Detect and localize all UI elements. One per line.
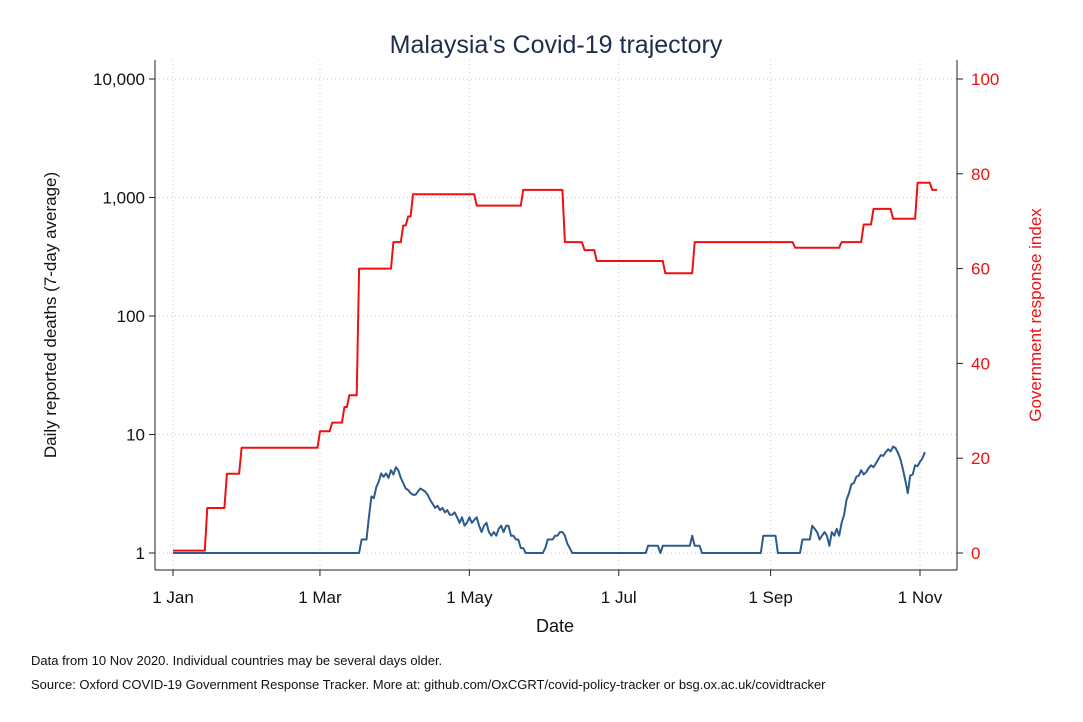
y-left-tick-label: 1,000 (102, 189, 145, 208)
y-right-tick-label: 20 (971, 449, 990, 468)
data-date-note: Data from 10 Nov 2020. Individual countr… (31, 653, 443, 668)
x-tick-label: 1 Mar (298, 588, 342, 607)
x-tick-label: 1 Nov (898, 588, 943, 607)
y-left-tick-label: 10 (126, 426, 145, 445)
y-left-tick-label: 100 (117, 307, 145, 326)
axes: 1 10 100 1,000 10,000 0 20 40 60 80 100 1 Jan 1 Mar 1… (93, 60, 999, 607)
x-tick-label: 1 Sep (748, 588, 792, 607)
source-note: Source: Oxford COVID-19 Government Respo… (31, 677, 826, 692)
y-right-tick-label: 0 (971, 544, 980, 563)
y-right-tick-label: 100 (971, 70, 999, 89)
chart-title: Malaysia's Covid-19 trajectory (390, 31, 723, 59)
grid-lines (155, 60, 957, 570)
y-left-tick-label: 1 (136, 544, 145, 563)
x-axis-label: Date (536, 616, 574, 636)
deaths-series-line (173, 445, 926, 554)
x-tick-label: 1 Jan (152, 588, 194, 607)
y-axis-left-label: Daily reported deaths (7-day average) (41, 172, 60, 458)
series-lines (173, 181, 938, 554)
x-tick-label: 1 Jul (601, 588, 637, 607)
y-right-tick-label: 80 (971, 165, 990, 184)
x-tick-label: 1 May (446, 588, 493, 607)
y-left-tick-label: 10,000 (93, 70, 145, 89)
y-axis-right-label: Government response index (1026, 208, 1045, 422)
y-right-tick-label: 40 (971, 354, 990, 373)
response-index-series-line (173, 181, 938, 552)
y-right-tick-label: 60 (971, 260, 990, 279)
